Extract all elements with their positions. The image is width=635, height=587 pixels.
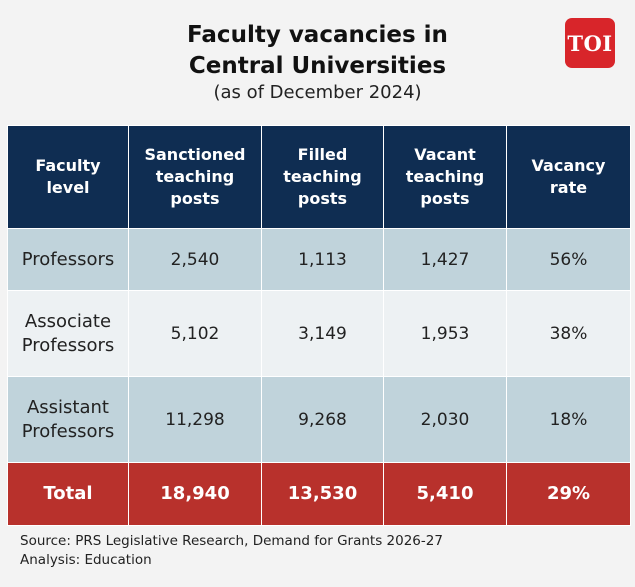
table-header-row: Faculty level Sanctioned teaching posts …	[7, 125, 631, 229]
cell-filled: 9,268	[261, 376, 384, 463]
cell-level: Professors	[7, 228, 129, 291]
header-text: teaching	[283, 167, 362, 186]
cell-rate: 18%	[506, 376, 631, 463]
level-text: Professors	[21, 420, 115, 442]
cell-total-filled: 13,530	[261, 462, 384, 526]
vacancy-table: Faculty level Sanctioned teaching posts …	[7, 125, 631, 526]
cell-sanctioned: 11,298	[128, 376, 262, 463]
analysis-text: Analysis: Education	[20, 552, 152, 568]
cell-total-label: Total	[7, 462, 129, 526]
header-text: teaching	[405, 167, 485, 186]
header-text: Vacant	[414, 145, 476, 164]
cell-rate: 56%	[506, 228, 631, 291]
header-text: Faculty	[35, 156, 101, 175]
cell-total-rate: 29%	[506, 462, 631, 526]
cell-rate: 38%	[506, 290, 631, 377]
cell-total-sanctioned: 18,940	[128, 462, 262, 526]
chart-title-line-1: Faculty vacancies in	[187, 22, 448, 48]
header-text: posts	[420, 189, 470, 208]
header-vacant: Vacant teaching posts	[383, 125, 507, 229]
level-text: Assistant	[26, 396, 109, 418]
cell-filled: 3,149	[261, 290, 384, 377]
cell-sanctioned: 2,540	[128, 228, 262, 291]
level-text: Professors	[21, 334, 115, 356]
table-row-associate-professors: Associate Professors 5,102 3,149 1,953 3…	[7, 290, 631, 377]
cell-level: Assistant Professors	[7, 376, 129, 463]
header-vacancy-rate: Vacancy rate	[506, 125, 631, 229]
header-text: level	[46, 178, 90, 197]
header-text: rate	[549, 178, 588, 197]
level-text: Professors	[21, 248, 115, 270]
cell-vacant: 1,427	[383, 228, 507, 291]
title-block: Faculty vacancies in Central Universitie…	[0, 20, 635, 104]
cell-vacant: 1,953	[383, 290, 507, 377]
toi-logo-text: TOI	[567, 30, 613, 56]
header-sanctioned: Sanctioned teaching posts	[128, 125, 262, 229]
header-faculty-level: Faculty level	[7, 125, 129, 229]
chart-title-line-2: Central Universities	[188, 53, 447, 79]
header-filled: Filled teaching posts	[261, 125, 384, 229]
header-text: Vacancy	[531, 156, 606, 175]
source-note: Source: PRS Legislative Research, Demand…	[20, 532, 443, 570]
cell-vacant: 2,030	[383, 376, 507, 463]
header-text: Sanctioned	[144, 145, 246, 164]
source-text: Source: PRS Legislative Research, Demand…	[20, 533, 443, 549]
header-text: teaching	[155, 167, 235, 186]
table-row-total: Total 18,940 13,530 5,410 29%	[7, 462, 631, 526]
cell-sanctioned: 5,102	[128, 290, 262, 377]
chart-subtitle: (as of December 2024)	[213, 82, 422, 103]
table-row-professors: Professors 2,540 1,113 1,427 56%	[7, 228, 631, 291]
cell-level: Associate Professors	[7, 290, 129, 377]
cell-filled: 1,113	[261, 228, 384, 291]
header-text: Filled	[297, 145, 348, 164]
header-text: posts	[170, 189, 220, 208]
header-text: posts	[297, 189, 348, 208]
toi-logo: TOI	[565, 18, 615, 68]
table-row-assistant-professors: Assistant Professors 11,298 9,268 2,030 …	[7, 376, 631, 463]
cell-total-vacant: 5,410	[383, 462, 507, 526]
level-text: Associate	[24, 310, 112, 332]
